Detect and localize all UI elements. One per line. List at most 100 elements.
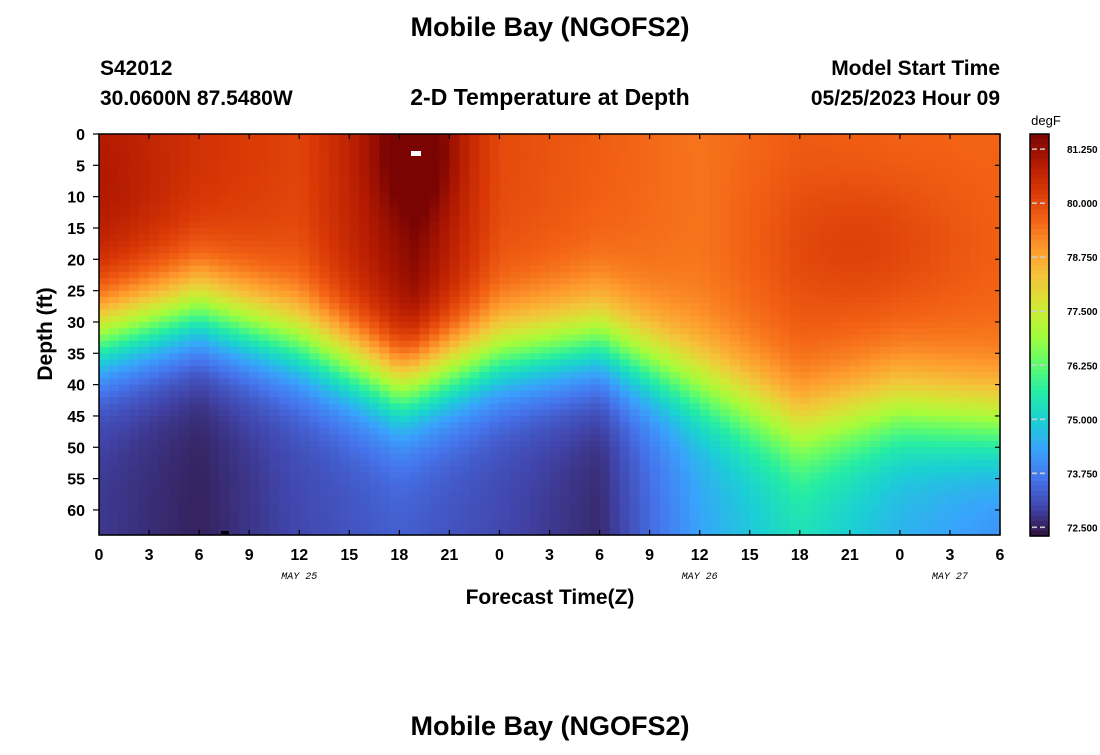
heatmap-cell [409,353,420,361]
heatmap-cell [139,190,150,198]
heatmap-cell [319,340,330,348]
heatmap-cell [429,253,440,260]
heatmap-cell [649,359,661,367]
heatmap-cell [859,334,871,342]
heatmap-cell [689,372,701,379]
heatmap-cell [539,146,551,154]
heatmap-cell [109,303,120,311]
heatmap-cell [879,196,891,204]
heatmap-cell [489,441,501,448]
heatmap-cell [839,453,851,461]
heatmap-cell [439,428,450,436]
heatmap-cell [729,347,741,354]
heatmap-cell [439,209,450,217]
heatmap-cell [789,347,801,354]
heatmap-cell [159,165,170,173]
heatmap-cell [749,447,761,455]
heatmap-cell [189,284,200,292]
heatmap-cell [879,202,891,210]
heatmap-cell [409,365,420,373]
heatmap-cell [979,271,991,279]
heatmap-cell [959,365,971,373]
heatmap-cell [309,478,320,486]
heatmap-cell [969,334,981,342]
heatmap-cell [299,296,310,304]
heatmap-cell [519,328,531,336]
heatmap-cell [449,472,460,480]
heatmap-cell [349,422,360,430]
heatmap-cell [729,146,741,154]
heatmap-cell [319,428,330,436]
heatmap-cell [219,365,230,373]
heatmap-cell [109,190,120,198]
heatmap-cell [799,309,811,317]
heatmap-cell [829,202,841,210]
heatmap-cell [639,259,651,267]
heatmap-cell [489,353,501,361]
heatmap-cell [849,309,861,317]
heatmap-cell [959,202,971,210]
heatmap-cell [509,234,521,242]
heatmap-cell [519,428,531,436]
heatmap-cell [799,177,811,185]
heatmap-cell [579,397,591,405]
heatmap-cell [699,234,711,242]
heatmap-cell [669,202,681,210]
heatmap-cell [469,365,481,373]
heatmap-cell [419,384,430,392]
heatmap-cell [689,209,701,217]
heatmap-cell [149,384,160,392]
heatmap-cell [219,378,230,386]
heatmap-cell [319,196,330,204]
heatmap-cell [899,434,911,442]
heatmap-cell [519,453,531,461]
heatmap-cell [699,278,711,285]
heatmap-cell [989,441,1001,448]
heatmap-cell [219,347,230,354]
heatmap-cell [599,309,611,317]
heatmap-cell [259,340,270,348]
heatmap-cell [769,271,781,279]
heatmap-cell [839,321,851,329]
heatmap-cell [349,334,360,342]
heatmap-cell [269,384,280,392]
heatmap-cell [509,296,521,304]
heatmap-cell [849,171,861,179]
heatmap-cell [139,340,150,348]
heatmap-cell [189,259,200,267]
heatmap-cell [519,265,531,273]
heatmap-cell [799,246,811,254]
heatmap-cell [749,378,761,386]
heatmap-cell [559,321,571,329]
heatmap-cell [819,353,831,361]
heatmap-cell [249,209,260,217]
heatmap-cell [339,309,350,317]
heatmap-cell [489,190,501,198]
heatmap-cell [169,309,180,317]
heatmap-cell [299,353,310,361]
heatmap-cell [109,321,120,329]
heatmap-cell [619,184,631,191]
heatmap-cell [479,365,491,373]
heatmap-cell [489,296,501,304]
heatmap-cell [579,365,591,373]
heatmap-cell [699,372,711,379]
heatmap-cell [289,134,300,141]
heatmap-cell [319,246,330,254]
heatmap-cell [949,209,961,217]
heatmap-cell [439,390,450,398]
heatmap-cell [709,265,721,273]
heatmap-cell [149,466,160,473]
heatmap-cell [619,390,631,398]
heatmap-cell [859,434,871,442]
heatmap-cell [469,390,481,398]
heatmap-cell [279,447,290,455]
heatmap-cell [129,397,140,405]
heatmap-cell [879,296,891,304]
heatmap-cell [299,202,310,210]
heatmap-cell [479,447,491,455]
heatmap-cell [819,447,831,455]
heatmap-cell [839,234,851,242]
heatmap-cell [359,447,370,455]
heatmap-cell [329,478,340,486]
